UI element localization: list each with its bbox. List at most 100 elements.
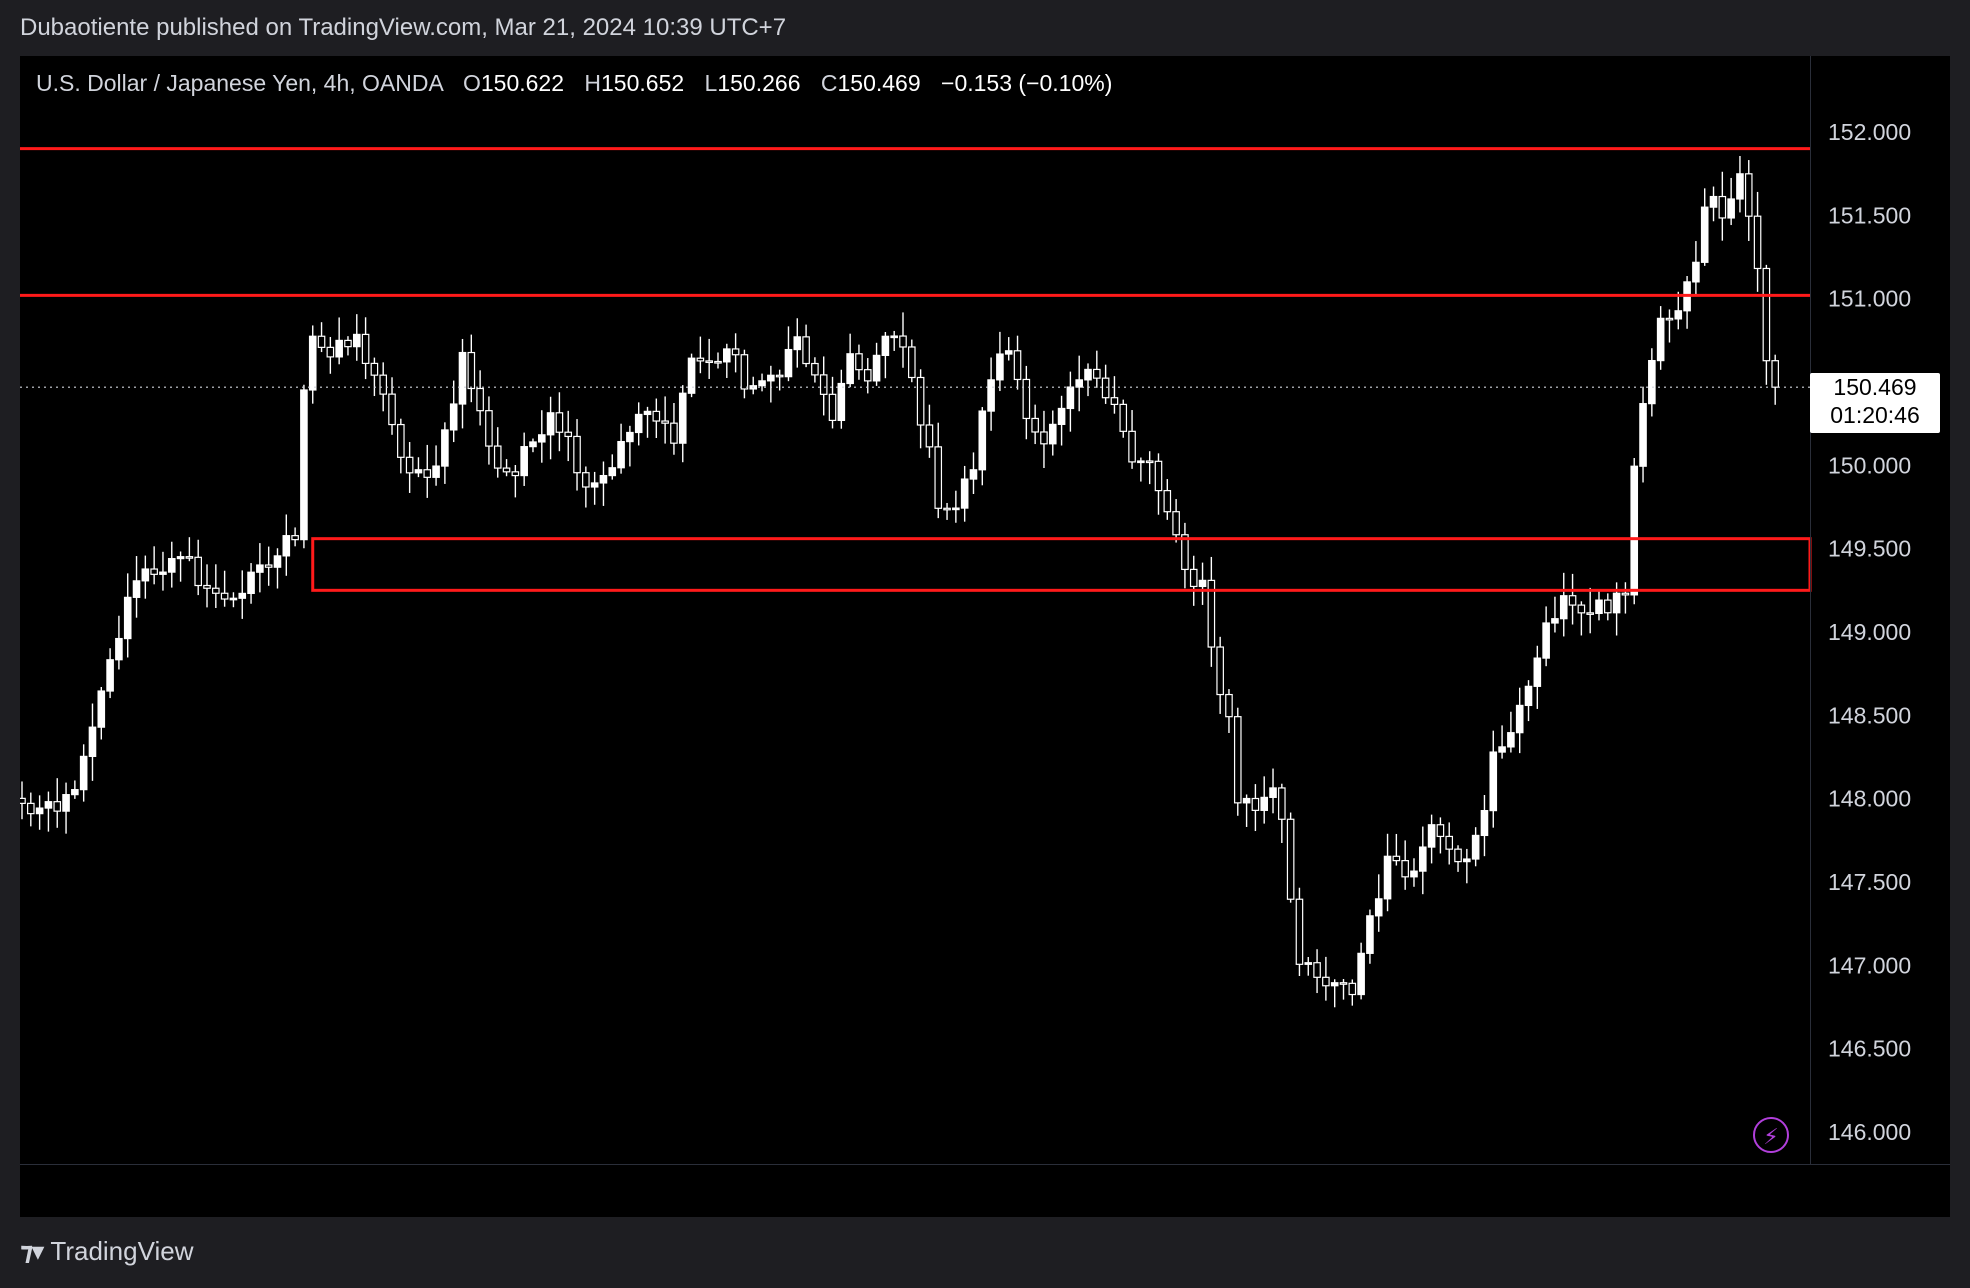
bar-countdown: 01:20:46 bbox=[1830, 402, 1920, 429]
candle-body bbox=[335, 339, 343, 358]
candle-body bbox=[370, 362, 379, 376]
candle-body bbox=[35, 807, 44, 815]
candle-body bbox=[1718, 195, 1727, 219]
candle-body bbox=[819, 374, 828, 395]
candle-body bbox=[855, 353, 863, 371]
candle-body bbox=[352, 333, 361, 348]
candle-body bbox=[582, 472, 590, 488]
candle-body bbox=[608, 467, 617, 477]
candle-body bbox=[1101, 377, 1110, 399]
symbol-legend[interactable]: U.S. Dollar / Japanese Yen, 4h, OANDA O1… bbox=[36, 70, 1112, 97]
time-axis[interactable] bbox=[20, 1164, 1950, 1217]
candle-body bbox=[212, 587, 220, 594]
candle-body bbox=[564, 431, 573, 438]
y-tick-label: 148.000 bbox=[1828, 786, 1911, 812]
lightning-icon[interactable]: ⚡ bbox=[1753, 1117, 1789, 1153]
candle-body bbox=[934, 446, 943, 509]
candle-body bbox=[617, 440, 625, 469]
candle-body bbox=[1568, 595, 1577, 606]
candle-body bbox=[176, 556, 185, 560]
candle-body bbox=[511, 471, 520, 477]
candle-body bbox=[687, 357, 696, 394]
candle-body bbox=[432, 465, 440, 478]
candle-body bbox=[44, 801, 53, 809]
candle-body bbox=[1251, 797, 1260, 811]
candle-body bbox=[1128, 430, 1136, 463]
candle-body bbox=[1454, 848, 1462, 863]
candle-body bbox=[634, 413, 643, 434]
candle-body bbox=[969, 469, 978, 480]
candle-body bbox=[1700, 206, 1709, 263]
candle-body bbox=[441, 429, 449, 467]
candle-body bbox=[793, 336, 802, 351]
candle-body bbox=[326, 346, 335, 358]
candle-body bbox=[1366, 915, 1374, 954]
candle-body bbox=[1621, 592, 1630, 596]
candle-body bbox=[1559, 595, 1568, 620]
candle-body bbox=[546, 412, 555, 436]
candle-body bbox=[414, 469, 423, 474]
candle-body bbox=[1137, 460, 1145, 464]
candle-body bbox=[300, 389, 308, 541]
candle-body bbox=[908, 346, 916, 379]
candle-body bbox=[529, 441, 537, 448]
candle-body bbox=[960, 478, 969, 509]
candle-body bbox=[88, 726, 97, 757]
chart-frame[interactable]: 152.000151.500151.000150.500150.000149.5… bbox=[20, 56, 1950, 1217]
candle-body bbox=[273, 555, 282, 568]
price-axis-separator bbox=[1810, 56, 1811, 1164]
candle-body bbox=[159, 571, 167, 575]
candle-body bbox=[123, 596, 132, 640]
y-tick-label: 148.500 bbox=[1828, 702, 1911, 728]
candle-body bbox=[1586, 612, 1594, 615]
candle-body bbox=[670, 422, 678, 444]
candle-body bbox=[97, 690, 106, 728]
candle-body bbox=[1692, 261, 1700, 283]
close-label: C bbox=[820, 70, 838, 96]
high-label: H bbox=[584, 70, 602, 96]
candle-body bbox=[27, 802, 35, 815]
candle-body bbox=[1022, 378, 1031, 420]
candle-body bbox=[1665, 317, 1674, 321]
candle-body bbox=[405, 456, 414, 474]
candlestick-chart[interactable]: 152.000151.500151.000150.500150.000149.5… bbox=[20, 56, 1950, 1216]
candle-body bbox=[1145, 460, 1154, 464]
candle-body bbox=[1648, 359, 1656, 405]
candle-body bbox=[811, 362, 819, 376]
y-tick-label: 149.000 bbox=[1828, 619, 1911, 645]
candle-body bbox=[79, 755, 88, 791]
candle-body bbox=[837, 382, 846, 422]
candle-body bbox=[493, 445, 502, 469]
candle-body bbox=[467, 351, 476, 390]
candle-body bbox=[555, 412, 564, 433]
candle-body bbox=[485, 410, 493, 447]
candle-body bbox=[141, 568, 150, 582]
candle-body bbox=[828, 393, 837, 422]
candle-body bbox=[1401, 860, 1409, 878]
symbol-name[interactable]: U.S. Dollar / Japanese Yen, 4h, OANDA bbox=[36, 70, 443, 96]
candle-body bbox=[1339, 982, 1348, 985]
candle-body bbox=[1595, 599, 1603, 615]
candle-body bbox=[1172, 511, 1180, 536]
candle-body bbox=[1551, 618, 1559, 624]
candle-body bbox=[996, 353, 1004, 381]
candle-body bbox=[696, 357, 705, 362]
candle-body bbox=[1084, 368, 1092, 381]
tradingview-logo[interactable]: ⁊▾ TradingView bbox=[20, 1236, 193, 1267]
candle-body bbox=[1313, 962, 1321, 978]
candle-body bbox=[775, 374, 784, 378]
candle-body bbox=[1515, 704, 1524, 734]
y-tick-label: 149.500 bbox=[1828, 536, 1911, 562]
candle-body bbox=[1322, 976, 1330, 987]
candle-body bbox=[943, 507, 951, 511]
candle-body bbox=[1357, 952, 1365, 996]
candle-body bbox=[1040, 431, 1048, 445]
candle-body bbox=[1198, 579, 1207, 588]
y-tick-label: 150.000 bbox=[1828, 452, 1911, 478]
candle-body bbox=[397, 423, 405, 458]
candle-body bbox=[881, 335, 890, 356]
candle-body bbox=[194, 556, 203, 587]
candle-body bbox=[872, 354, 881, 382]
candle-body bbox=[1427, 824, 1436, 848]
candle-body bbox=[308, 335, 317, 391]
